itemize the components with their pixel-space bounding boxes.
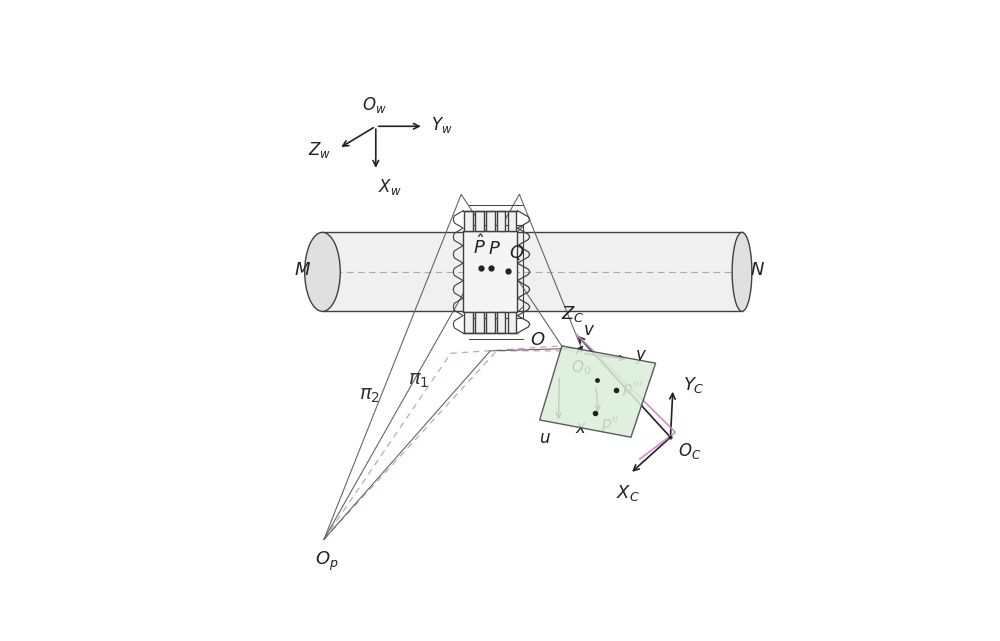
Text: $p''$: $p''$ [601, 414, 620, 433]
Text: $X_w$: $X_w$ [378, 177, 402, 197]
Text: $P$: $P$ [488, 240, 501, 258]
Polygon shape [497, 312, 505, 333]
Text: $\pi_2$: $\pi_2$ [359, 386, 380, 404]
Text: $Y_C$: $Y_C$ [683, 375, 705, 395]
Text: $Z_C$: $Z_C$ [561, 304, 585, 324]
Polygon shape [475, 211, 484, 231]
Ellipse shape [732, 233, 752, 312]
Text: $O_C$: $O_C$ [678, 441, 701, 461]
Polygon shape [508, 312, 516, 333]
Text: $\hat{P}$: $\hat{P}$ [473, 234, 485, 258]
Polygon shape [475, 312, 484, 333]
Text: $O$: $O$ [530, 331, 546, 349]
Text: $X_C$: $X_C$ [616, 483, 639, 503]
Polygon shape [508, 211, 516, 231]
Polygon shape [464, 211, 473, 231]
Text: $p'''$: $p'''$ [622, 379, 643, 399]
Text: $y$: $y$ [635, 348, 647, 366]
Text: M: M [295, 262, 310, 279]
Text: N: N [751, 262, 764, 279]
Polygon shape [464, 312, 473, 333]
Text: $O_p$: $O_p$ [315, 550, 338, 574]
Text: $\pi_1$: $\pi_1$ [408, 371, 429, 390]
Polygon shape [497, 211, 505, 231]
Text: $O_0$: $O_0$ [571, 358, 591, 376]
Text: $Z_w$: $Z_w$ [308, 140, 331, 160]
Text: $u$: $u$ [539, 429, 551, 447]
Polygon shape [486, 211, 495, 231]
Polygon shape [463, 231, 517, 312]
Polygon shape [322, 233, 742, 312]
Text: $v$: $v$ [583, 320, 595, 338]
Text: $Q$: $Q$ [509, 243, 524, 262]
Polygon shape [486, 312, 495, 333]
Ellipse shape [305, 233, 340, 312]
Polygon shape [540, 346, 656, 437]
Text: $x$: $x$ [575, 419, 587, 437]
Text: $Y_w$: $Y_w$ [431, 115, 453, 135]
Text: $O_w$: $O_w$ [362, 96, 387, 115]
